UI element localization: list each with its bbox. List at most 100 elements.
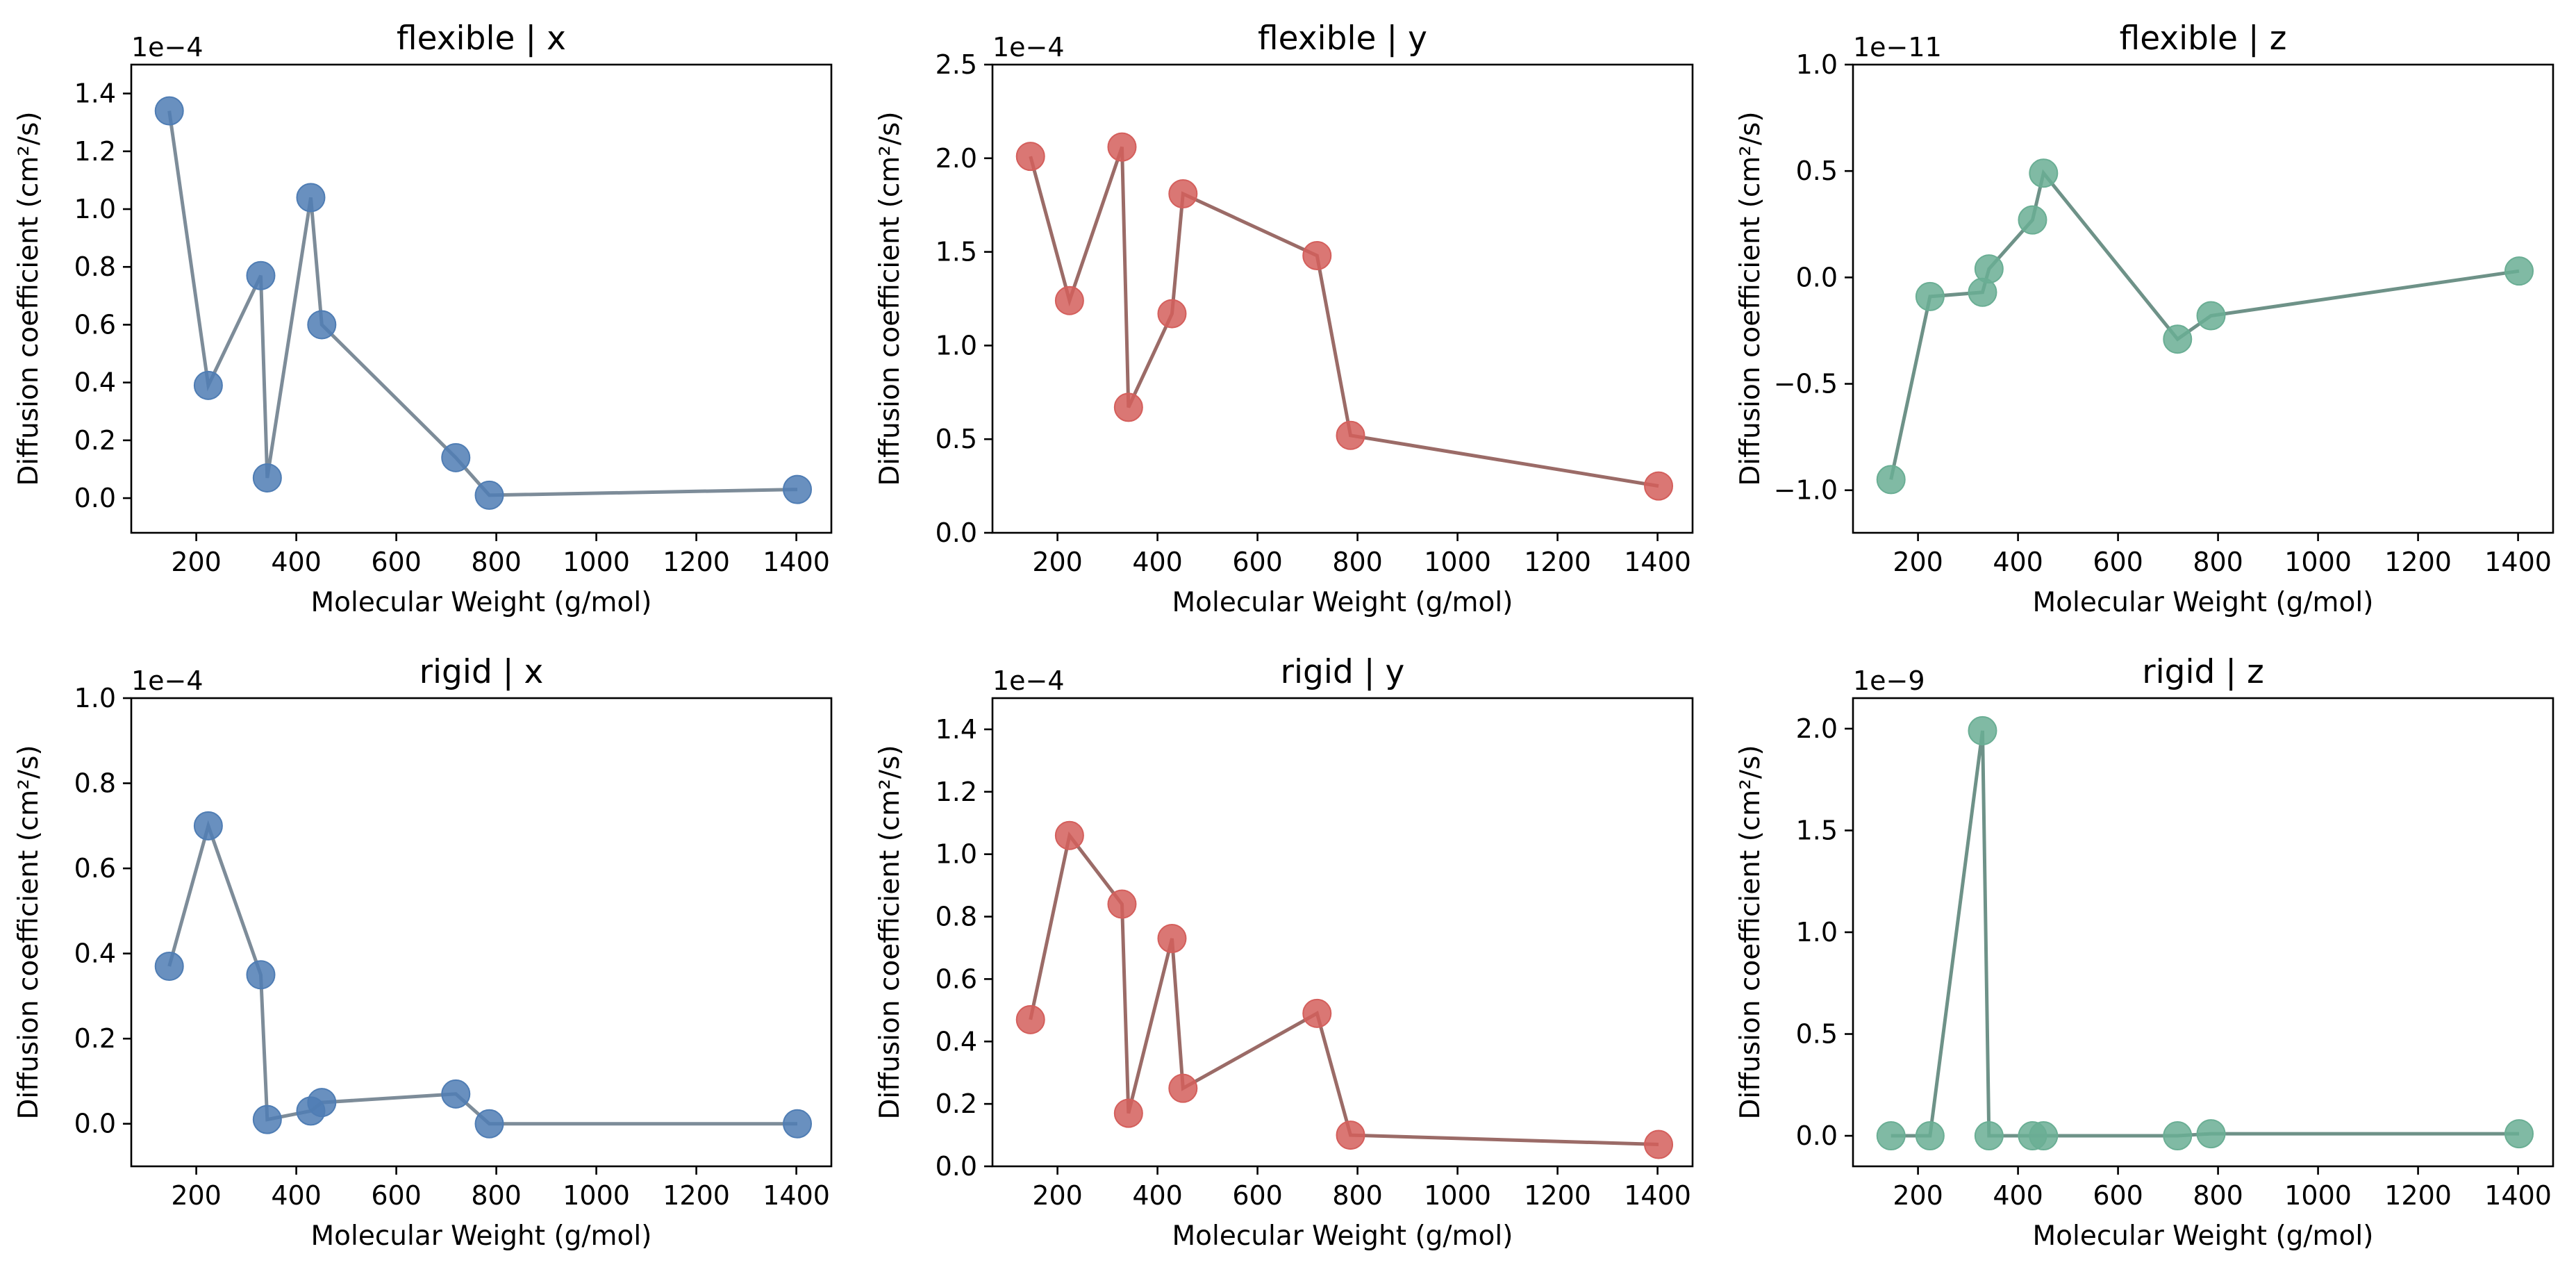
data-point [1054, 286, 1084, 315]
data-point [1974, 254, 2004, 284]
data-point [2196, 301, 2226, 331]
y-tick-label: 1.2 [74, 136, 116, 167]
x-tick-label: 200 [1893, 547, 1943, 577]
scale-offset-label: 1e−11 [1853, 32, 1942, 63]
data-point [307, 1088, 337, 1118]
y-tick-label: 0.6 [74, 309, 116, 340]
data-point [1644, 1130, 1674, 1159]
y-tick-label: 0.2 [74, 425, 116, 456]
data-point [2196, 1119, 2226, 1149]
y-tick-label: 1.0 [74, 194, 116, 224]
data-point [1168, 179, 1198, 209]
data-point [2163, 1121, 2193, 1151]
y-tick-label: −0.5 [1774, 369, 1838, 399]
data-point [246, 960, 276, 990]
data-point [246, 260, 276, 290]
x-tick-label: 600 [371, 547, 422, 577]
x-tick-label: 1400 [763, 547, 830, 577]
y-tick-label: 1.0 [74, 683, 116, 713]
panel-3: 200 400 600 800 1000 1200 1400 −1.0 −0.5 0.0 0.5 1.… [1735, 19, 2554, 618]
x-axis-label: Molecular Weight (g/mol) [2033, 587, 2374, 618]
data-point [783, 474, 813, 504]
x-tick-label: 1200 [1524, 547, 1591, 577]
panel-title: rigid | z [2142, 653, 2264, 691]
y-axis-label: Diffusion coefficient (cm²/s) [1735, 111, 1766, 486]
data-point [1876, 1121, 1906, 1151]
y-tick-label: 1.0 [1796, 917, 1838, 948]
y-tick-label: 0.4 [74, 938, 116, 969]
scale-offset-label: 1e−9 [1853, 665, 1925, 696]
data-point [1168, 1073, 1198, 1103]
x-tick-label: 1400 [1624, 547, 1691, 577]
data-point [474, 480, 504, 510]
x-tick-label: 1200 [663, 547, 730, 577]
scale-offset-label: 1e−4 [992, 665, 1065, 696]
x-tick-label: 800 [471, 547, 522, 577]
x-tick-label: 400 [1993, 547, 2043, 577]
x-tick-label: 1000 [563, 547, 630, 577]
x-tick-label: 600 [1232, 547, 1283, 577]
y-tick-label: 0.0 [1796, 1120, 1838, 1151]
y-tick-label: 1.4 [936, 714, 977, 745]
x-tick-label: 400 [271, 1180, 322, 1211]
data-point [1644, 471, 1674, 501]
y-tick-label: 2.0 [936, 143, 977, 174]
panel-2: 200 400 600 800 1000 1200 1400 0.0 0.5 1.0 1.5 2.0 2… [874, 19, 1694, 618]
y-tick-label: 0.0 [74, 483, 116, 513]
data-point [296, 183, 326, 213]
x-tick-label: 600 [371, 1180, 422, 1211]
x-tick-label: 200 [1893, 1180, 1943, 1211]
x-tick-label: 1000 [2284, 547, 2352, 577]
x-tick-label: 200 [171, 1180, 222, 1211]
y-tick-label: 0.8 [74, 251, 116, 282]
y-axis-label: Diffusion coefficient (cm²/s) [874, 745, 906, 1119]
data-point [2029, 158, 2059, 188]
x-tick-label: 200 [1032, 547, 1083, 577]
x-tick-label: 1000 [563, 1180, 630, 1211]
data-point [1336, 420, 1365, 450]
y-tick-label: 0.6 [74, 853, 116, 884]
panel-title: flexible | z [2120, 19, 2287, 58]
data-point [441, 1079, 471, 1109]
data-point [1107, 889, 1137, 919]
data-point [1968, 715, 1997, 745]
y-axis-label: Diffusion coefficient (cm²/s) [1735, 745, 1766, 1119]
data-point [154, 96, 184, 126]
data-point [1336, 1120, 1365, 1150]
x-tick-label: 400 [1993, 1180, 2043, 1211]
y-tick-label: 0.0 [936, 518, 977, 548]
x-tick-label: 800 [471, 1180, 522, 1211]
y-tick-label: 1.4 [74, 78, 116, 109]
y-tick-label: 1.0 [1796, 49, 1838, 80]
x-axis-label: Molecular Weight (g/mol) [311, 587, 652, 618]
x-tick-label: 600 [2093, 1180, 2143, 1211]
data-point [2163, 324, 2193, 354]
y-tick-label: 0.0 [936, 1151, 977, 1182]
y-tick-label: 1.5 [936, 237, 977, 267]
y-tick-label: 0.6 [936, 963, 977, 994]
panel-5: 200 400 600 800 1000 1200 1400 0.0 0.2 0.4 0.6 0.8 1… [874, 653, 1694, 1252]
data-point [1915, 281, 1945, 311]
y-axis-label: Diffusion coefficient (cm²/s) [13, 111, 44, 486]
x-tick-label: 600 [2093, 547, 2143, 577]
x-axis-label: Molecular Weight (g/mol) [1172, 1221, 1513, 1252]
data-point [1107, 132, 1137, 162]
x-tick-label: 1400 [1624, 1180, 1691, 1211]
y-tick-label: 1.0 [936, 839, 977, 870]
data-point [1157, 923, 1187, 953]
data-point [783, 1109, 813, 1139]
data-point [1876, 465, 1906, 495]
x-tick-label: 1400 [763, 1180, 830, 1211]
plot-frame [130, 63, 833, 534]
data-point [1054, 820, 1084, 850]
plot-frame [130, 697, 833, 1168]
x-tick-label: 1200 [2384, 547, 2452, 577]
x-tick-label: 800 [1332, 1180, 1383, 1211]
panel-4: 200 400 600 800 1000 1200 1400 0.0 0.2 0.4 0.6 0.8 1… [13, 653, 833, 1252]
data-point [1302, 998, 1332, 1028]
x-axis-label: Molecular Weight (g/mol) [311, 1221, 652, 1252]
y-tick-label: 1.0 [936, 330, 977, 361]
panel-title: rigid | x [419, 653, 544, 691]
x-tick-label: 400 [271, 547, 322, 577]
